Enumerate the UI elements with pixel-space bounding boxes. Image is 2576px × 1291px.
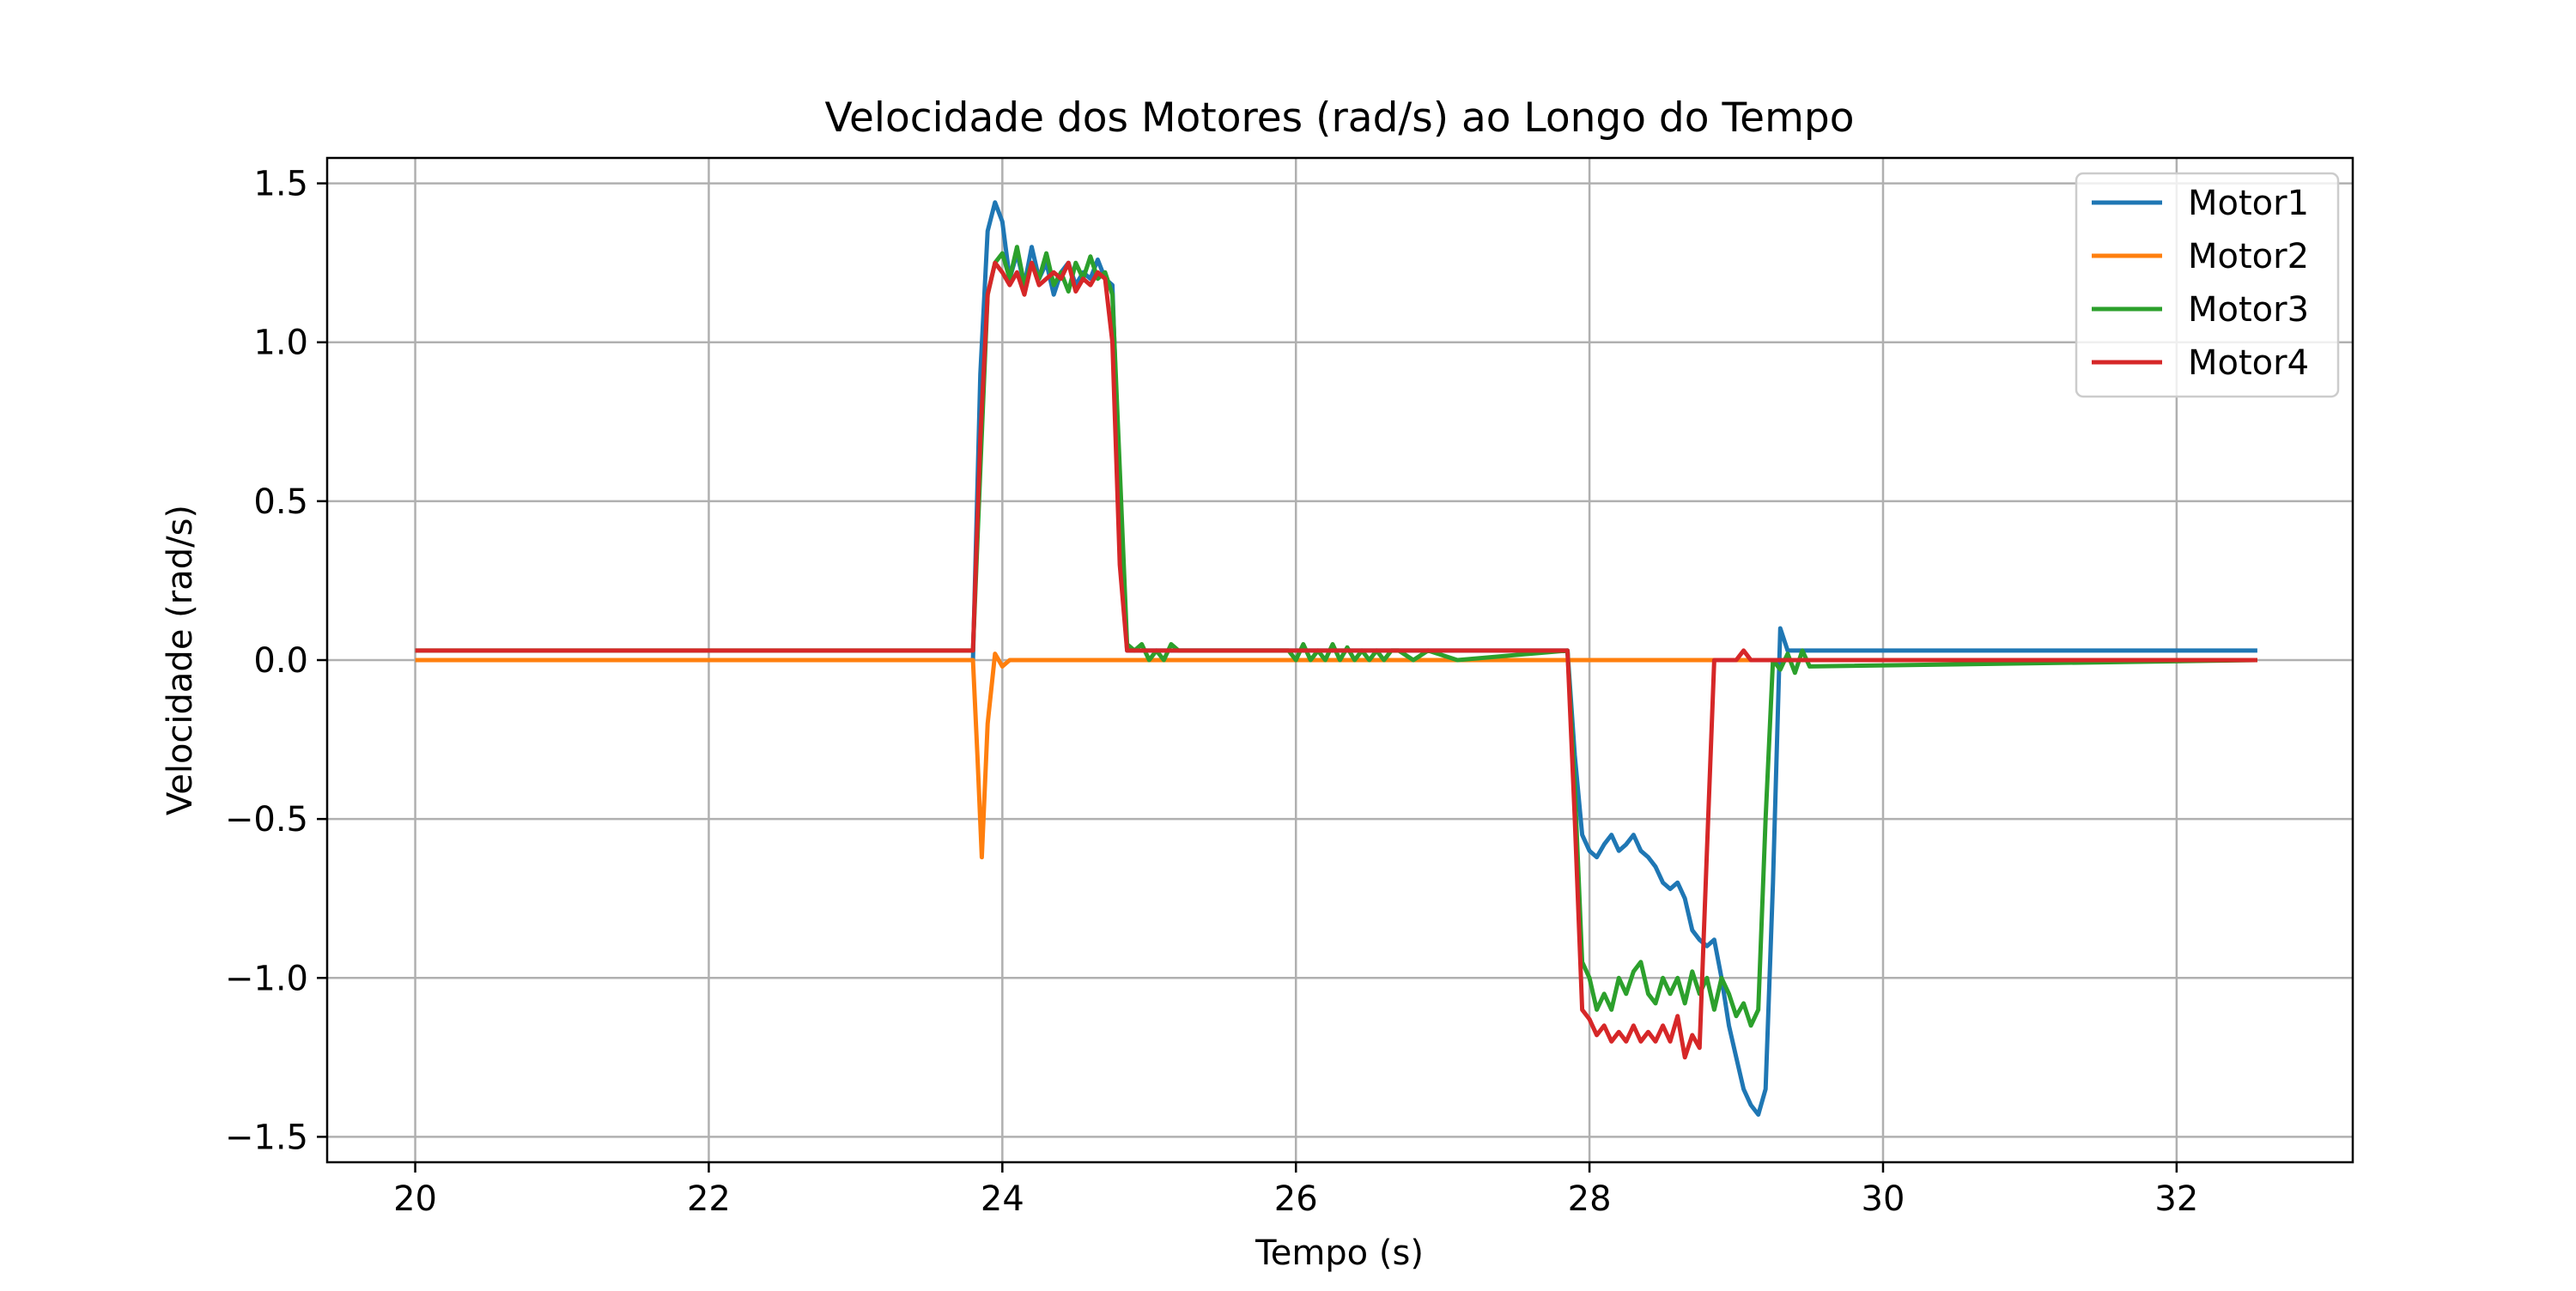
series-line-motor3 — [415, 245, 2257, 1028]
y-tick-label: 1.5 — [253, 165, 308, 204]
x-tick-label: 26 — [1274, 1179, 1318, 1219]
y-axis-label: Velocidade (rad/s) — [161, 505, 200, 815]
chart-title: Velocidade dos Motores (rad/s) ao Longo … — [825, 94, 1855, 142]
x-axis-label: Tempo (s) — [1255, 1233, 1424, 1273]
series-line-motor2 — [415, 652, 2257, 860]
x-tick-label: 20 — [393, 1179, 437, 1219]
x-tick-label: 32 — [2154, 1179, 2198, 1219]
y-tick-label: −1.5 — [225, 1118, 308, 1157]
x-tick-label: 28 — [1568, 1179, 1612, 1219]
legend-label: Motor4 — [2188, 343, 2309, 383]
y-tick-label: 1.0 — [253, 324, 308, 363]
series-line-motor4 — [415, 260, 2257, 1060]
y-tick-label: 0.5 — [253, 482, 308, 522]
legend-label: Motor2 — [2188, 237, 2309, 276]
x-tick-label: 22 — [687, 1179, 731, 1219]
legend-label: Motor1 — [2188, 184, 2309, 223]
x-axis: 20 22 24 26 28 30 32 — [393, 1162, 2198, 1219]
y-tick-label: −0.5 — [225, 800, 308, 839]
y-axis: 1.5 1.0 0.5 0.0 −0.5 −1.0 −1.5 — [225, 165, 327, 1157]
series-lines — [415, 200, 2257, 1117]
x-tick-label: 30 — [1862, 1179, 1905, 1219]
legend-label: Motor3 — [2188, 290, 2309, 330]
y-tick-label: −1.0 — [225, 959, 308, 998]
legend-box — [2075, 172, 2340, 398]
y-tick-label: 0.0 — [253, 641, 308, 681]
legend: Motor1 Motor2 Motor3 Motor4 — [2075, 172, 2340, 398]
x-tick-label: 24 — [981, 1179, 1024, 1219]
